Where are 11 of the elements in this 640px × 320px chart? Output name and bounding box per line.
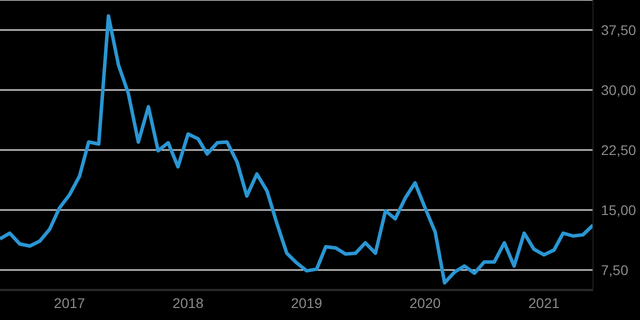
line-series xyxy=(0,14,593,285)
y-tick-label: 7,50 xyxy=(601,262,628,278)
y-tick-label: 22,50 xyxy=(601,142,636,158)
y-tick-label: 37,50 xyxy=(601,22,636,38)
y-tick-label: 15,00 xyxy=(601,202,636,218)
x-tick-label: 2020 xyxy=(410,294,441,311)
y-tick-label: 30,00 xyxy=(601,82,636,98)
x-tick-label: 2017 xyxy=(54,294,86,311)
x-tick-label: 2019 xyxy=(290,294,322,311)
x-tick-label: 2018 xyxy=(172,294,204,311)
x-tick-label: 2021 xyxy=(528,294,560,311)
